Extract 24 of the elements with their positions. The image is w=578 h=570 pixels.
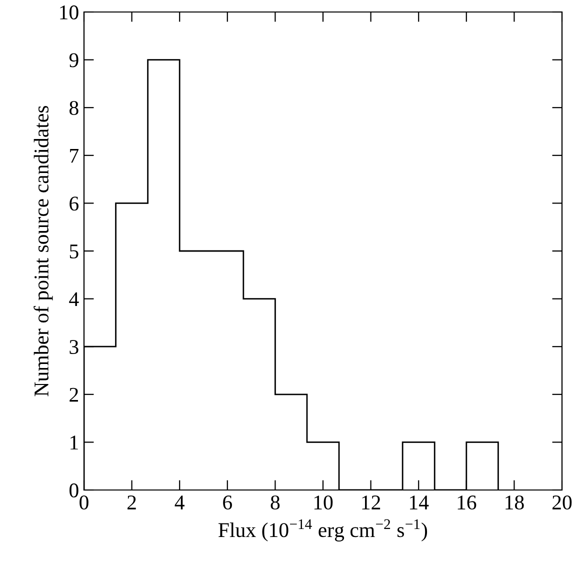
y-tick-label: 7 — [70, 148, 79, 163]
y-tick-label: 3 — [70, 340, 78, 354]
y-tick-label: 1 — [70, 436, 78, 450]
y-tick-label: 5 — [70, 244, 78, 258]
y-axis-title: Number of point source candidates — [34, 106, 53, 396]
y-tick-label: 2 — [70, 388, 78, 402]
x-tick-label: 4 — [174, 496, 184, 510]
x-tick-label: 20 — [552, 495, 572, 510]
y-tick-label: 10 — [60, 5, 78, 20]
y-tick-label: 8 — [70, 100, 78, 116]
x-tick-label: 18 — [506, 495, 524, 510]
x-tick-label: 12 — [362, 496, 380, 510]
x-tick-label: 8 — [270, 495, 280, 510]
y-tick-label: 0 — [70, 483, 78, 498]
y-tick-label: 9 — [69, 53, 78, 68]
y-tick-label: 6 — [70, 196, 79, 211]
x-tick-label: 16 — [458, 496, 476, 510]
x-tick-label: 0 — [80, 495, 88, 510]
x-tick-label: 2 — [128, 496, 136, 510]
x-axis-title: Flux (10$^{−14}$ erg cm$^{−2}$ s$^{−1}$) — [218, 519, 428, 542]
x-tick-label: 6 — [223, 496, 232, 510]
x-tick-label: 10 — [314, 495, 333, 510]
x-tick-label: 14 — [410, 496, 429, 510]
y-tick-label: 4 — [69, 292, 79, 306]
